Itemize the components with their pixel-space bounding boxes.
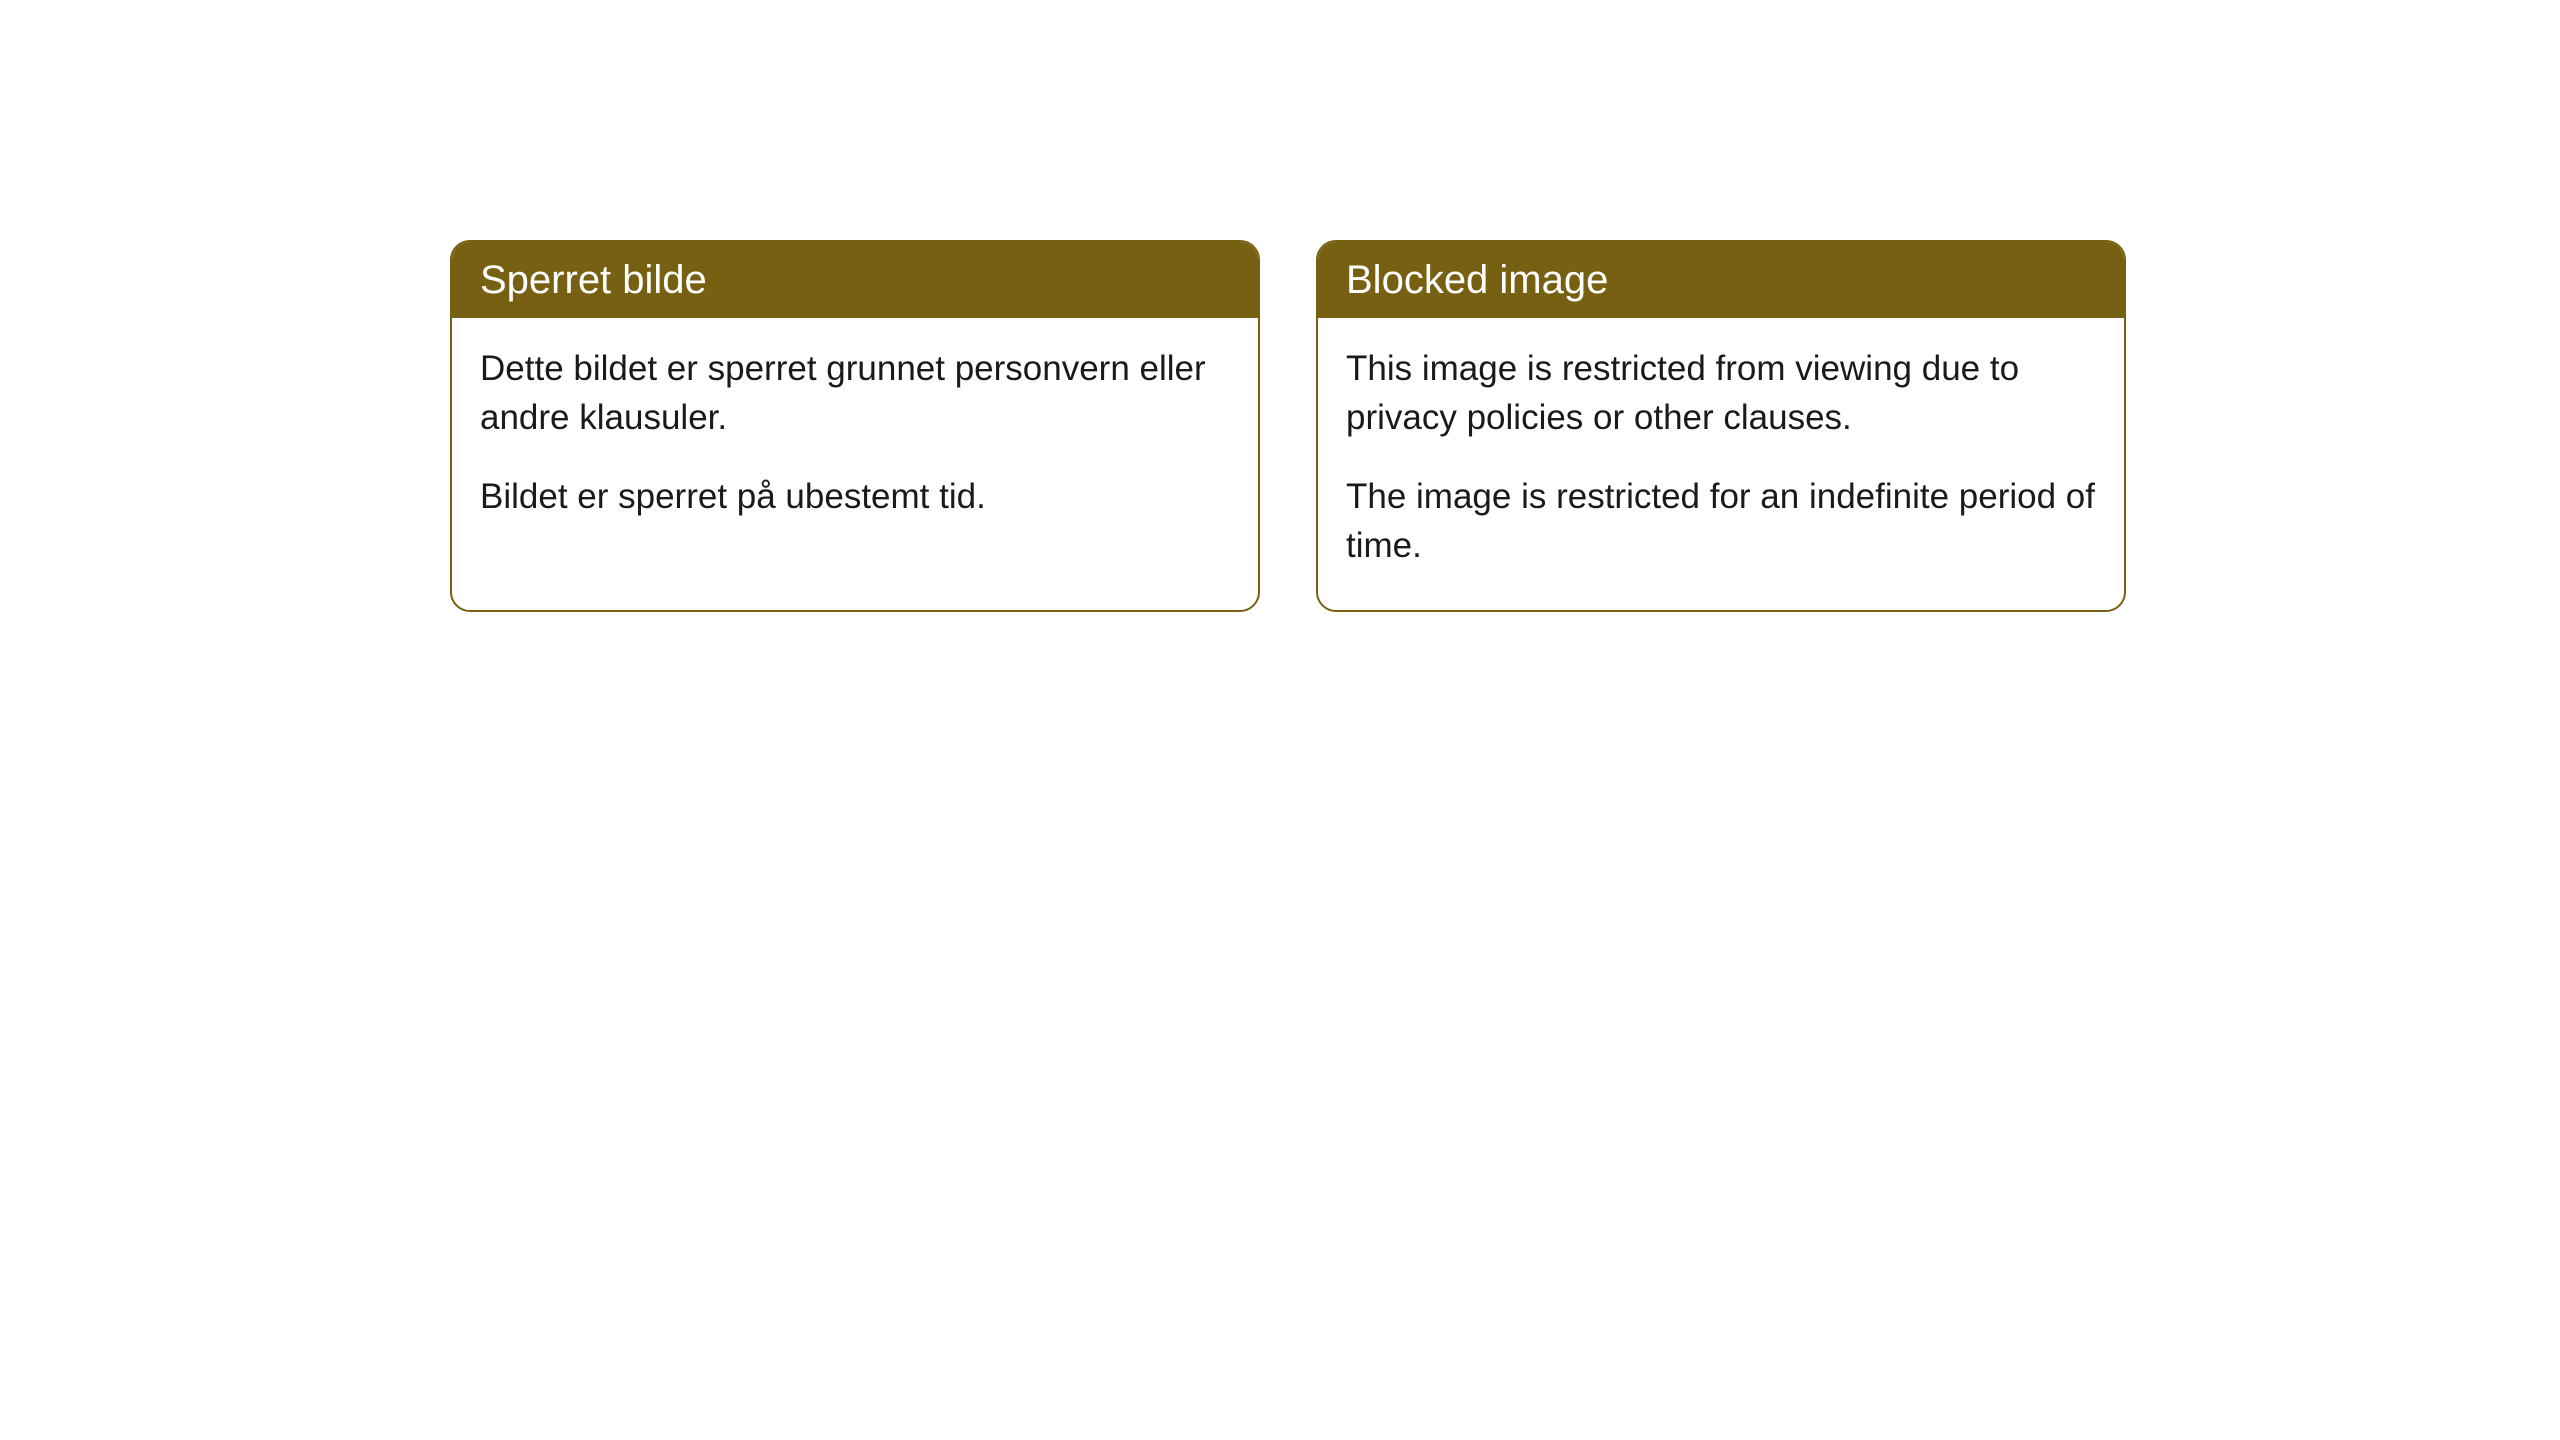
card-text-no-2: Bildet er sperret på ubestemt tid. — [480, 472, 1230, 521]
blocked-image-card-no: Sperret bilde Dette bildet er sperret gr… — [450, 240, 1260, 612]
card-text-en-1: This image is restricted from viewing du… — [1346, 344, 2096, 442]
card-header-en: Blocked image — [1318, 242, 2124, 318]
cards-container: Sperret bilde Dette bildet er sperret gr… — [0, 0, 2560, 612]
card-text-en-2: The image is restricted for an indefinit… — [1346, 472, 2096, 570]
blocked-image-card-en: Blocked image This image is restricted f… — [1316, 240, 2126, 612]
card-body-no: Dette bildet er sperret grunnet personve… — [452, 318, 1258, 561]
card-body-en: This image is restricted from viewing du… — [1318, 318, 2124, 610]
card-header-no: Sperret bilde — [452, 242, 1258, 318]
card-text-no-1: Dette bildet er sperret grunnet personve… — [480, 344, 1230, 442]
